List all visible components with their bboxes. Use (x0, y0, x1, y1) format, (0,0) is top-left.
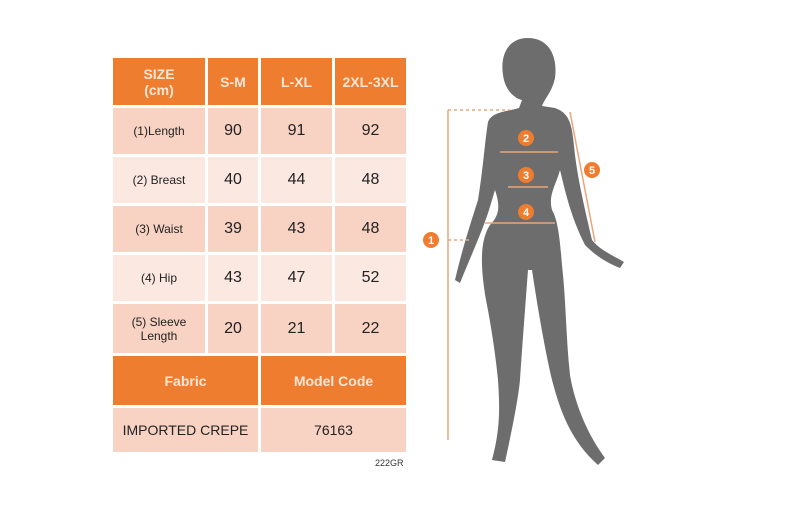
marker-label: 4 (523, 207, 530, 219)
row-label: (1)Length (110, 105, 208, 157)
table-header-row: SIZE (cm) S-M L-XL 2XL-3XL (110, 55, 409, 108)
measurement-markers (423, 130, 600, 248)
cell: 90 (205, 105, 261, 157)
table-row: (2) Breast 40 44 48 (110, 154, 409, 206)
row-label: (3) Waist (110, 203, 208, 255)
cell: 40 (205, 154, 261, 206)
cell: 52 (332, 252, 409, 304)
measurement-lines (447, 109, 596, 440)
marker-label: 2 (523, 133, 529, 145)
size-unit: (cm) (144, 81, 174, 98)
col-header: S-M (205, 55, 261, 108)
cell: 44 (258, 154, 335, 206)
cell: 43 (258, 203, 335, 255)
row-label: (2) Breast (110, 154, 208, 206)
cell: 47 (258, 252, 335, 304)
row-label: (4) Hip (110, 252, 208, 304)
fabric-header-row: Fabric Model Code (110, 353, 409, 408)
cell: 21 (258, 301, 335, 356)
cell: 92 (332, 105, 409, 157)
cell: 43 (205, 252, 261, 304)
cell: 48 (332, 203, 409, 255)
caption: 222GR (375, 458, 404, 468)
size-chart-table: SIZE (cm) S-M L-XL 2XL-3XL (1)Length 90 9… (110, 55, 409, 455)
marker-label: 1 (428, 235, 434, 247)
marker-4 (518, 204, 534, 220)
row-label: (5) Sleeve Length (110, 301, 208, 356)
marker-1 (423, 232, 439, 248)
fabric-value: IMPORTED CREPE (110, 405, 261, 455)
fabric-label: Fabric (110, 353, 261, 408)
table-row: (3) Waist 39 43 48 (110, 203, 409, 255)
marker-label: 5 (589, 165, 595, 177)
model-code-value: 76163 (258, 405, 409, 455)
cell: 39 (205, 203, 261, 255)
cell: 91 (258, 105, 335, 157)
marker-label: 3 (523, 170, 529, 182)
model-code-label: Model Code (258, 353, 409, 408)
size-header: SIZE (cm) (110, 55, 208, 108)
marker-3 (518, 167, 534, 183)
size-title: SIZE (143, 65, 175, 82)
cell: 20 (205, 301, 261, 356)
table-row: (1)Length 90 91 92 (110, 105, 409, 157)
col-header: 2XL-3XL (332, 55, 409, 108)
fabric-row: IMPORTED CREPE 76163 (110, 405, 409, 455)
marker-5 (584, 162, 600, 178)
marker-2 (518, 130, 534, 146)
cell: 48 (332, 154, 409, 206)
table-row: (5) Sleeve Length 20 21 22 (110, 301, 409, 356)
table-row: (4) Hip 43 47 52 (110, 252, 409, 304)
col-header: L-XL (258, 55, 335, 108)
female-silhouette (455, 38, 624, 465)
cell: 22 (332, 301, 409, 356)
